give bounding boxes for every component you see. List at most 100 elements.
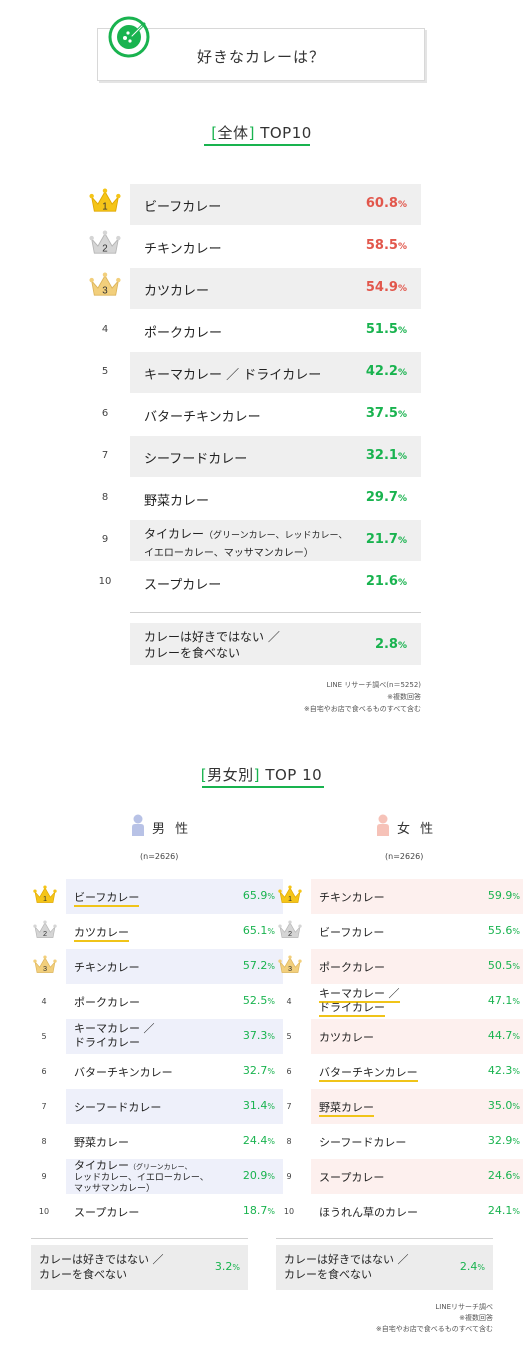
male-ranking-row: スープカレー 18.7% [66,1194,283,1229]
crown-icon: 2 [33,920,57,941]
curry-name: 野菜カレー [74,1136,129,1149]
no-curry-value: 2.8% [374,637,407,652]
percentage: 54.9% [365,280,407,295]
percentage: 52.5% [242,994,275,1007]
male-heading: 男 性 [152,822,192,837]
curry-name: スープカレー [144,578,222,593]
male-ranking-row: ビーフカレー 65.9% [66,879,283,914]
crown-icon: 1 [278,885,302,906]
percentage: 42.3% [487,1064,520,1077]
curry-plate-icon [108,16,150,58]
female-no-curry-value: 2.4% [459,1260,485,1273]
rank-marker: 6 [286,1067,292,1076]
curry-name: スープカレー [74,1206,140,1219]
percentage: 32.1% [365,448,407,463]
female-ranking-row: キーマカレー ／ドライカレー 47.1% [311,984,523,1019]
ranking-row: カツカレー 54.9% [130,268,421,309]
curry-name: シーフードカレー [319,1136,407,1149]
question-text: 好きなカレーは？ [196,48,325,66]
male-no-curry-label: カレーは好きではない ／ カレーを食べない [39,1253,164,1281]
male-ranking-row: カツカレー 65.1% [66,914,283,949]
percentage: 58.5% [365,238,407,253]
percentage: 50.5% [487,959,520,972]
percentage: 65.1% [242,924,275,937]
male-person-icon [132,814,144,836]
curry-name: キーマカレー ／ ドライカレー [144,368,322,383]
female-sample-size: (n=2626) [385,852,424,861]
percentage: 21.6% [365,574,407,589]
curry-name: タイカレー（グリーンカレー、レッドカレー、イエローカレー、マッサマンカレー） [144,527,348,559]
overall-multiple-answer-note: ※複数回答 [387,693,421,701]
overall-source-note: LINE リサーチ調べ(n＝5252) [326,681,421,689]
curry-name: スープカレー [319,1171,385,1184]
percentage: 20.9% [242,1169,275,1182]
male-no-curry-row: カレーは好きではない ／ カレーを食べない 3.2% [31,1245,248,1290]
rank-marker: 9 [41,1172,47,1181]
curry-name: ほうれん草のカレー [319,1206,418,1219]
overall-title-underline [204,144,310,146]
rank-marker: 10 [283,1207,295,1216]
rank-marker: 9 [101,534,109,545]
percentage: 24.1% [487,1204,520,1217]
ranking-row: シーフードカレー 32.1% [130,436,421,477]
percentage: 32.9% [487,1134,520,1147]
ranking-row: ビーフカレー 60.8% [130,184,421,225]
rank-marker: 4 [101,324,109,335]
curry-name: キーマカレー ／ドライカレー [319,987,400,1017]
overall-scope-note: ※自宅やお店で食べるものすべて含む [303,705,421,713]
overall-no-curry-row: カレーは好きではない ／ カレーを食べない 2.8% [130,623,421,665]
ranking-row: タイカレー（グリーンカレー、レッドカレー、 イエローカレー、マッサマンカレー） 21… [130,520,421,561]
svg-text:2: 2 [102,243,107,254]
rank-marker: 10 [98,576,112,587]
rank-marker: 5 [101,366,109,377]
male-ranking-row: タイカレー（グリーンカレー、 レッドカレー、イエローカレー、 マッサマンカレー） 20… [66,1159,283,1194]
ranking-row: キーマカレー ／ ドライカレー 42.2% [130,352,421,393]
rank-marker: 7 [101,450,109,461]
curry-name: チキンカレー [74,961,140,974]
overall-title: [全体] TOP10 [211,124,312,142]
ranking-row: ポークカレー 51.5% [130,310,421,351]
no-curry-label: カレーは好きではない ／ カレーを食べない [144,630,280,660]
crown-icon: 2 [89,230,121,258]
rank-marker: 4 [286,997,292,1006]
gender-source-note: LINEリサーチ調べ [435,1303,493,1311]
svg-text:3: 3 [43,964,47,973]
svg-text:1: 1 [43,894,47,903]
percentage: 37.5% [365,406,407,421]
gender-multiple-answer-note: ※複数回答 [459,1314,493,1322]
female-divider [276,1238,493,1239]
rank-marker: 9 [286,1172,292,1181]
svg-text:3: 3 [102,285,107,296]
ranking-row: 野菜カレー 29.7% [130,478,421,519]
female-ranking-row: ほうれん草のカレー 24.1% [311,1194,523,1229]
percentage: 24.4% [242,1134,275,1147]
crown-icon: 3 [89,272,121,300]
question-box: 好きなカレーは？ [97,28,425,81]
percentage: 37.3% [242,1029,275,1042]
percentage: 65.9% [242,889,275,902]
female-ranking-row: シーフードカレー 32.9% [311,1124,523,1159]
curry-name: ポークカレー [144,326,223,341]
percentage: 47.1% [487,994,520,1007]
ranking-row: バターチキンカレー 37.5% [130,394,421,435]
percentage: 51.5% [365,322,407,337]
curry-name: タイカレー（グリーンカレー、レッドカレー、イエローカレー、マッサマンカレー） [74,1159,209,1194]
crown-icon: 1 [33,885,57,906]
percentage: 32.7% [242,1064,275,1077]
svg-text:3: 3 [288,964,292,973]
female-ranking-row: カツカレー 44.7% [311,1019,523,1054]
rank-marker: 7 [41,1102,47,1111]
male-ranking-row: ポークカレー 52.5% [66,984,283,1019]
svg-text:2: 2 [43,929,47,938]
male-ranking-row: バターチキンカレー 32.7% [66,1054,283,1089]
male-ranking-row: キーマカレー ／ドライカレー 37.3% [66,1019,283,1054]
curry-name: ポークカレー [74,996,140,1009]
percentage: 29.7% [365,490,407,505]
rank-marker: 7 [286,1102,292,1111]
svg-text:1: 1 [102,201,107,212]
rank-marker: 8 [41,1137,47,1146]
curry-name: チキンカレー [319,891,385,904]
svg-text:2: 2 [288,929,292,938]
curry-name: カツカレー [144,284,210,299]
crown-icon: 3 [33,955,57,976]
